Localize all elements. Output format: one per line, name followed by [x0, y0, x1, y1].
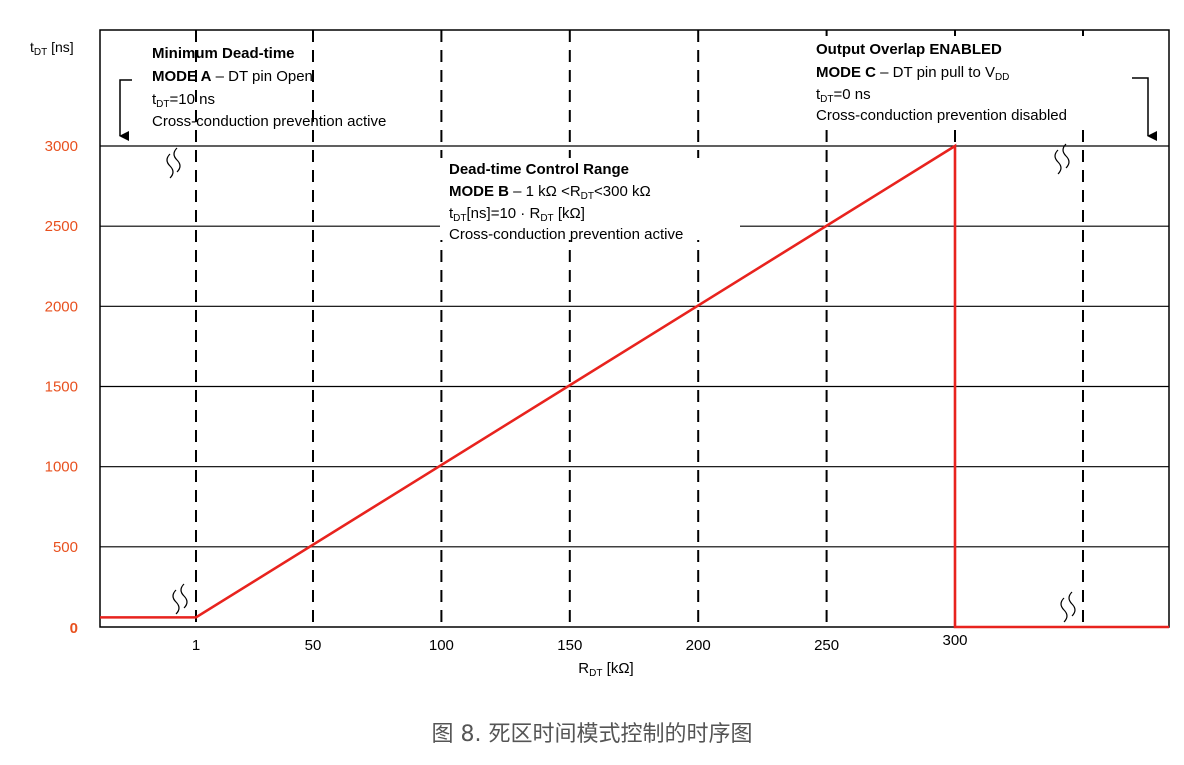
y-tick-label: 1000: [45, 459, 78, 476]
x-tick-label: 1: [192, 637, 200, 654]
mode-c-formula: tDT=0 ns: [816, 86, 871, 105]
x-tick-label: 100: [429, 637, 454, 654]
mode-b-formula: tDT[ns]=10 · RDT [kΩ]: [449, 205, 585, 224]
mode-c-note: Cross-conduction prevention disabled: [816, 107, 1067, 124]
mode-c-title: Output Overlap ENABLED: [816, 41, 1002, 58]
break-marks: [166, 143, 1076, 623]
mode-a-annotation: Minimum Dead-time MODE A – DT pin Open t…: [152, 45, 386, 130]
x-tick-label: 300: [942, 632, 967, 649]
x-tick-label: 50: [305, 637, 322, 654]
y-tick-label: 3000: [45, 138, 78, 155]
break-mark-bottom-left: [172, 583, 188, 615]
mode-c-panel: [812, 36, 1124, 128]
horizontal-gridlines: [100, 145, 1169, 548]
break-mark-top-right: [1054, 143, 1070, 175]
break-mark-top-left: [166, 147, 181, 179]
figure-caption: 图 8. 死区时间模式控制的时序图: [431, 722, 753, 747]
mode-c-arrow: [1132, 77, 1157, 141]
mode-a-formula: tDT=10 ns: [152, 91, 215, 110]
mode-b-annotation: Dead-time Control Range MODE B – 1 kΩ <R…: [449, 161, 683, 243]
break-mark-bottom-right: [1060, 591, 1076, 623]
y-tick-label: 2000: [45, 298, 78, 315]
series-layer: [100, 143, 1169, 629]
mode-a-mode: MODE A – DT pin Open: [152, 68, 313, 85]
mode-a-arrow: [119, 79, 132, 141]
mode-b-title: Dead-time Control Range: [449, 161, 629, 178]
y-tick-labels: 0 500 1000 1500 2000 2500 3000: [45, 138, 78, 637]
y-tick-label: 2500: [45, 218, 78, 235]
mode-a-note: Cross-conduction prevention active: [152, 113, 386, 130]
mode-c-annotation: Output Overlap ENABLED MODE C – DT pin p…: [816, 41, 1067, 124]
x-axis-label: RDT [kΩ]: [578, 660, 633, 679]
x-tick-label: 150: [557, 637, 582, 654]
y-tick-label: 1500: [45, 379, 78, 396]
series-line: [100, 143, 1169, 629]
y-axis-label: tDT [ns]: [30, 39, 74, 58]
x-tick-label: 200: [686, 637, 711, 654]
y-tick-label: 0: [70, 620, 78, 637]
mode-a-title: Minimum Dead-time: [152, 45, 295, 62]
x-tick-label: 250: [814, 637, 839, 654]
plot-frame: [99, 29, 1170, 628]
mode-b-panel: [440, 158, 740, 240]
mode-b-note: Cross-conduction prevention active: [449, 226, 683, 243]
y-tick-label: 500: [53, 539, 78, 556]
x-tick-labels: 1 50 100 150 200 250 300: [192, 632, 968, 654]
mode-c-mode: MODE C – DT pin pull to VDD: [816, 64, 1009, 83]
mode-b-mode: MODE B – 1 kΩ <RDT<300 kΩ: [449, 183, 651, 202]
